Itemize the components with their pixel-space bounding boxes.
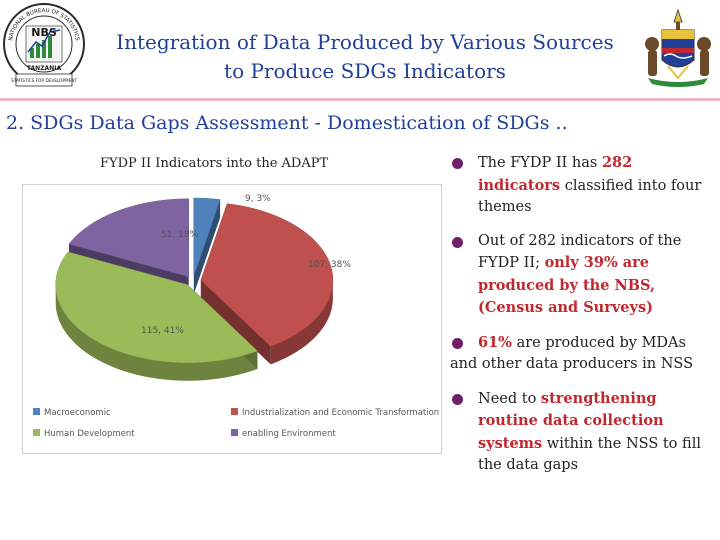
legend-swatch	[231, 408, 238, 415]
bullet-1-highlight: 282 indicators	[478, 154, 633, 194]
pie-data-label: 51, 18%	[161, 230, 199, 240]
title-line-1: Integration of Data Produced by Various …	[116, 30, 614, 54]
bullet-dot-icon	[452, 158, 463, 169]
nbs-logo: NBS NATIONAL BUREAU OF STATISTICS TANZAN…	[3, 3, 85, 87]
bullet-dot-icon	[452, 236, 463, 248]
legend-label: Human Development	[44, 429, 135, 439]
nbs-country: TANZANIA	[27, 65, 62, 72]
legend-label: Industrialization and Economic Transform…	[242, 408, 439, 418]
chart-title: FYDP II Indicators into the ADAPT	[100, 156, 329, 171]
bullet-item-2: Out of 282 indicators of the FYDP II; on…	[450, 231, 712, 320]
legend-swatch	[231, 429, 238, 436]
bullet-1-text: The FYDP II has	[478, 155, 602, 171]
bullet-2-text: Out of 282 indicators of the FYDP II;	[478, 232, 682, 272]
bullet-1-text-end: classified into four themes	[478, 177, 702, 216]
slide-title: Integration of Data Produced by Various …	[92, 28, 638, 86]
bullet-item-3: 61% are produced by MDAs and other data …	[450, 332, 712, 376]
header-divider	[0, 98, 720, 101]
pie-slice	[68, 198, 189, 278]
legend-entry: Human Development	[33, 429, 135, 439]
pie-slice-side	[193, 199, 221, 295]
title-line-2: to Produce SDGs Indicators	[224, 59, 506, 83]
pie-slice	[55, 251, 258, 363]
legend-swatch	[33, 429, 40, 436]
pie-data-label: 115, 41%	[141, 326, 184, 336]
section-subtitle: 2. SDGs Data Gaps Assessment - Domestica…	[6, 112, 568, 134]
bullet-4-highlight: strengthening routine data collection sy…	[478, 389, 664, 452]
coat-of-arms-icon	[645, 8, 711, 87]
bullet-dot-icon	[452, 337, 463, 349]
bullet-4-text: Need to	[478, 390, 541, 407]
slide-header: NBS NATIONAL BUREAU OF STATISTICS TANZAN…	[0, 0, 720, 92]
legend-entry: Macroeconomic	[33, 408, 111, 418]
bullet-4-text-end: within the NSS to fill the data gaps	[478, 435, 701, 474]
pie-data-label: 107, 38%	[308, 260, 351, 270]
pie-slice	[193, 197, 221, 277]
bullet-3-text: are produced by MDAs and other data prod…	[450, 334, 694, 373]
pie-data-label: 9, 3%	[245, 194, 271, 204]
bullet-list: The FYDP II has 282 indicators classifie…	[450, 152, 712, 489]
legend-label: enabling Environment	[242, 429, 336, 439]
bullet-item-1: The FYDP II has 282 indicators classifie…	[450, 152, 712, 219]
pie-chart: 9, 3% 107, 38% 115, 41% 51, 18% Macroeconomi…	[33, 194, 439, 439]
bullet-2-highlight: only 39% are produced by the NBS, (Censu…	[478, 254, 656, 316]
pie-slice	[200, 203, 334, 347]
legend-label: Macroeconomic	[44, 408, 111, 418]
nbs-motto: STATISTICS FOR DEVELOPMENT	[11, 78, 77, 83]
bullet-dot-icon	[452, 393, 463, 405]
legend-entry: Industrialization and Economic Transform…	[231, 408, 439, 418]
chart-frame: 9, 3% 107, 38% 115, 41% 51, 18% Macroeconomi…	[22, 184, 442, 454]
legend-swatch	[33, 408, 40, 415]
bullet-3-highlight: 61%	[478, 333, 512, 351]
bullet-item-4: Need to strengthening routine data colle…	[450, 388, 712, 477]
legend-entry: enabling Environment	[231, 429, 336, 439]
nbs-abbr: NBS	[31, 26, 57, 39]
